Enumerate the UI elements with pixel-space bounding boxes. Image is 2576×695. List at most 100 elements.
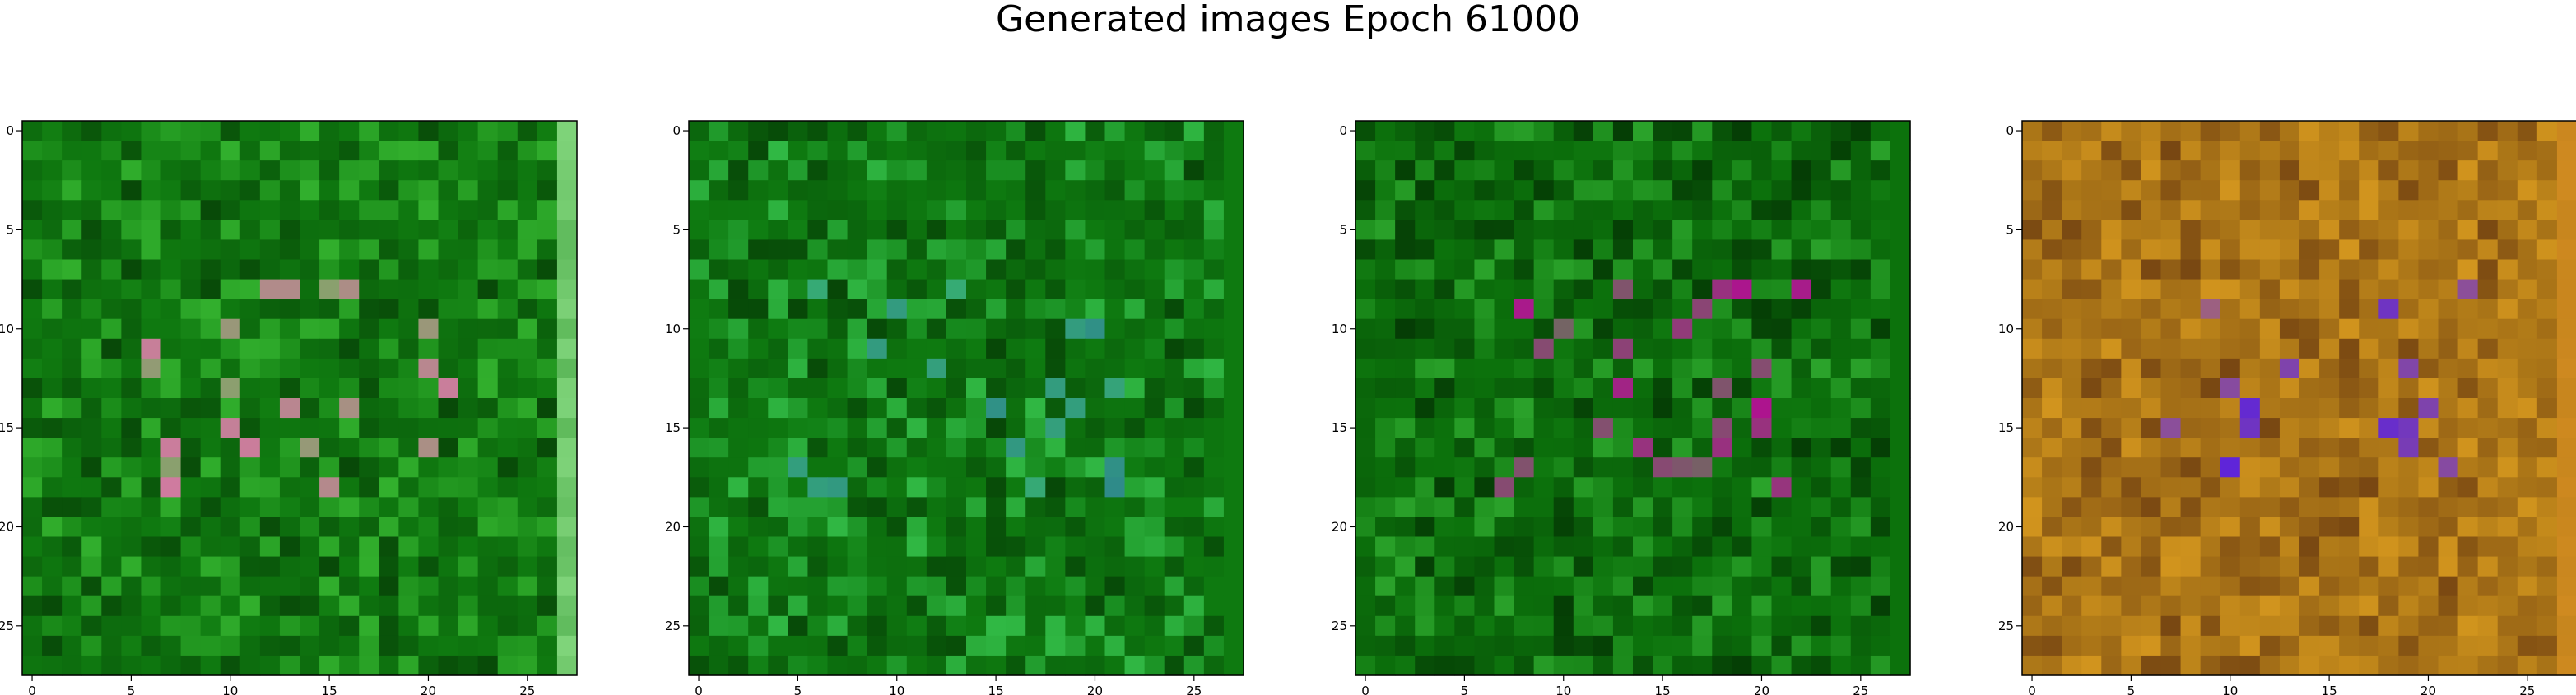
pixel-cell bbox=[1612, 259, 1634, 280]
pixel-cell bbox=[986, 160, 1007, 181]
pixel-cell bbox=[2141, 655, 2162, 676]
pixel-cell bbox=[966, 279, 987, 300]
pixel-cell bbox=[1612, 556, 1634, 577]
pixel-cell bbox=[1870, 220, 1891, 241]
pixel-cell bbox=[827, 358, 849, 379]
pixel-cell bbox=[1653, 141, 1673, 161]
pixel-cell bbox=[2180, 497, 2202, 518]
pixel-cell bbox=[121, 438, 142, 458]
pixel-cell bbox=[379, 556, 399, 577]
pixel-cell bbox=[886, 338, 908, 359]
pixel-cell bbox=[1890, 556, 1911, 577]
pixel-cell bbox=[121, 477, 142, 498]
pixel-cell bbox=[339, 576, 360, 597]
pixel-cell bbox=[926, 635, 947, 656]
pixel-cell bbox=[1732, 180, 1753, 201]
pixel-cell bbox=[847, 259, 868, 280]
pixel-cell bbox=[259, 220, 281, 241]
pixel-cell bbox=[319, 556, 340, 577]
pixel-cell bbox=[101, 497, 122, 518]
pixel-cell bbox=[398, 595, 420, 617]
pixel-cell bbox=[1144, 635, 1165, 656]
pixel-cell bbox=[1223, 358, 1244, 379]
pixel-cell bbox=[438, 239, 459, 261]
pixel-cell bbox=[1612, 121, 1634, 141]
pixel-cell bbox=[2141, 477, 2162, 498]
pixel-cell bbox=[180, 299, 202, 320]
pixel-cell bbox=[1183, 595, 1205, 617]
pixel-cell bbox=[1006, 141, 1026, 161]
pixel-cell bbox=[81, 398, 102, 419]
pixel-cell bbox=[807, 497, 829, 518]
pixel-cell bbox=[1612, 615, 1634, 637]
pixel-cell bbox=[537, 299, 558, 320]
pixel-cell bbox=[1085, 358, 1106, 379]
pixel-cell bbox=[379, 477, 399, 498]
pixel-cell bbox=[986, 398, 1007, 419]
pixel-cell bbox=[1006, 378, 1026, 399]
pixel-cell bbox=[2279, 635, 2300, 656]
pixel-cell bbox=[398, 239, 420, 261]
pixel-cell bbox=[2220, 457, 2241, 478]
pixel-cell bbox=[1890, 180, 1911, 201]
pixel-cell bbox=[1553, 536, 1574, 558]
pixel-cell bbox=[2101, 141, 2122, 161]
y-tick-label: 25 bbox=[0, 619, 14, 633]
pixel-cell bbox=[497, 517, 518, 538]
pixel-cell bbox=[2457, 180, 2479, 201]
pixel-cell bbox=[458, 259, 479, 280]
pixel-cell bbox=[807, 398, 829, 419]
pixel-cell bbox=[62, 239, 82, 261]
pixel-cell bbox=[200, 517, 221, 538]
pixel-cell bbox=[379, 418, 399, 438]
pixel-cell bbox=[121, 160, 142, 181]
pixel-cell bbox=[1533, 418, 1555, 438]
pixel-cell bbox=[2062, 279, 2082, 300]
pixel-cell bbox=[2556, 635, 2576, 656]
pixel-cell bbox=[42, 121, 63, 141]
pixel-cell bbox=[160, 358, 182, 379]
pixel-cell bbox=[1732, 141, 1753, 161]
pixel-cell bbox=[1045, 517, 1066, 538]
pixel-cell bbox=[1850, 180, 1872, 201]
pixel-cell bbox=[1850, 635, 1872, 656]
pixel-cell bbox=[1415, 517, 1435, 538]
pixel-cell bbox=[418, 180, 439, 201]
pixel-cell bbox=[1712, 556, 1732, 577]
pixel-cell bbox=[418, 536, 439, 558]
pixel-cell bbox=[2378, 517, 2399, 538]
pixel-cell bbox=[279, 121, 300, 141]
pixel-cell bbox=[1791, 517, 1812, 538]
pixel-cell bbox=[160, 477, 182, 498]
pixel-cell bbox=[1811, 595, 1832, 617]
pixel-cell bbox=[22, 299, 43, 320]
pixel-cell bbox=[359, 299, 379, 320]
pixel-cell bbox=[556, 200, 578, 220]
pixel-cell bbox=[1870, 536, 1891, 558]
pixel-cell bbox=[1612, 378, 1634, 399]
pixel-cell bbox=[1375, 438, 1396, 458]
pixel-cell bbox=[1006, 338, 1026, 359]
pixel-cell bbox=[2438, 358, 2459, 379]
pixel-cell bbox=[1085, 576, 1106, 597]
pixel-cell bbox=[2477, 318, 2499, 340]
pixel-cell bbox=[1144, 121, 1165, 141]
pixel-cell bbox=[926, 200, 947, 220]
pixel-cell bbox=[477, 477, 499, 498]
pixel-cell bbox=[709, 279, 729, 300]
pixel-cell bbox=[1183, 655, 1205, 676]
pixel-cell bbox=[556, 595, 578, 617]
pixel-cell bbox=[1612, 200, 1634, 220]
y-tick-label: 10 bbox=[0, 322, 14, 336]
pixel-cell bbox=[847, 438, 868, 458]
pixel-cell bbox=[2259, 418, 2281, 438]
pixel-cell bbox=[497, 497, 518, 518]
pixel-cell bbox=[1653, 259, 1673, 280]
pixel-cell bbox=[1104, 259, 1126, 280]
pixel-cell bbox=[2180, 239, 2202, 261]
pixel-cell bbox=[768, 556, 788, 577]
pixel-cell bbox=[517, 358, 538, 379]
pixel-cell bbox=[1890, 497, 1911, 518]
